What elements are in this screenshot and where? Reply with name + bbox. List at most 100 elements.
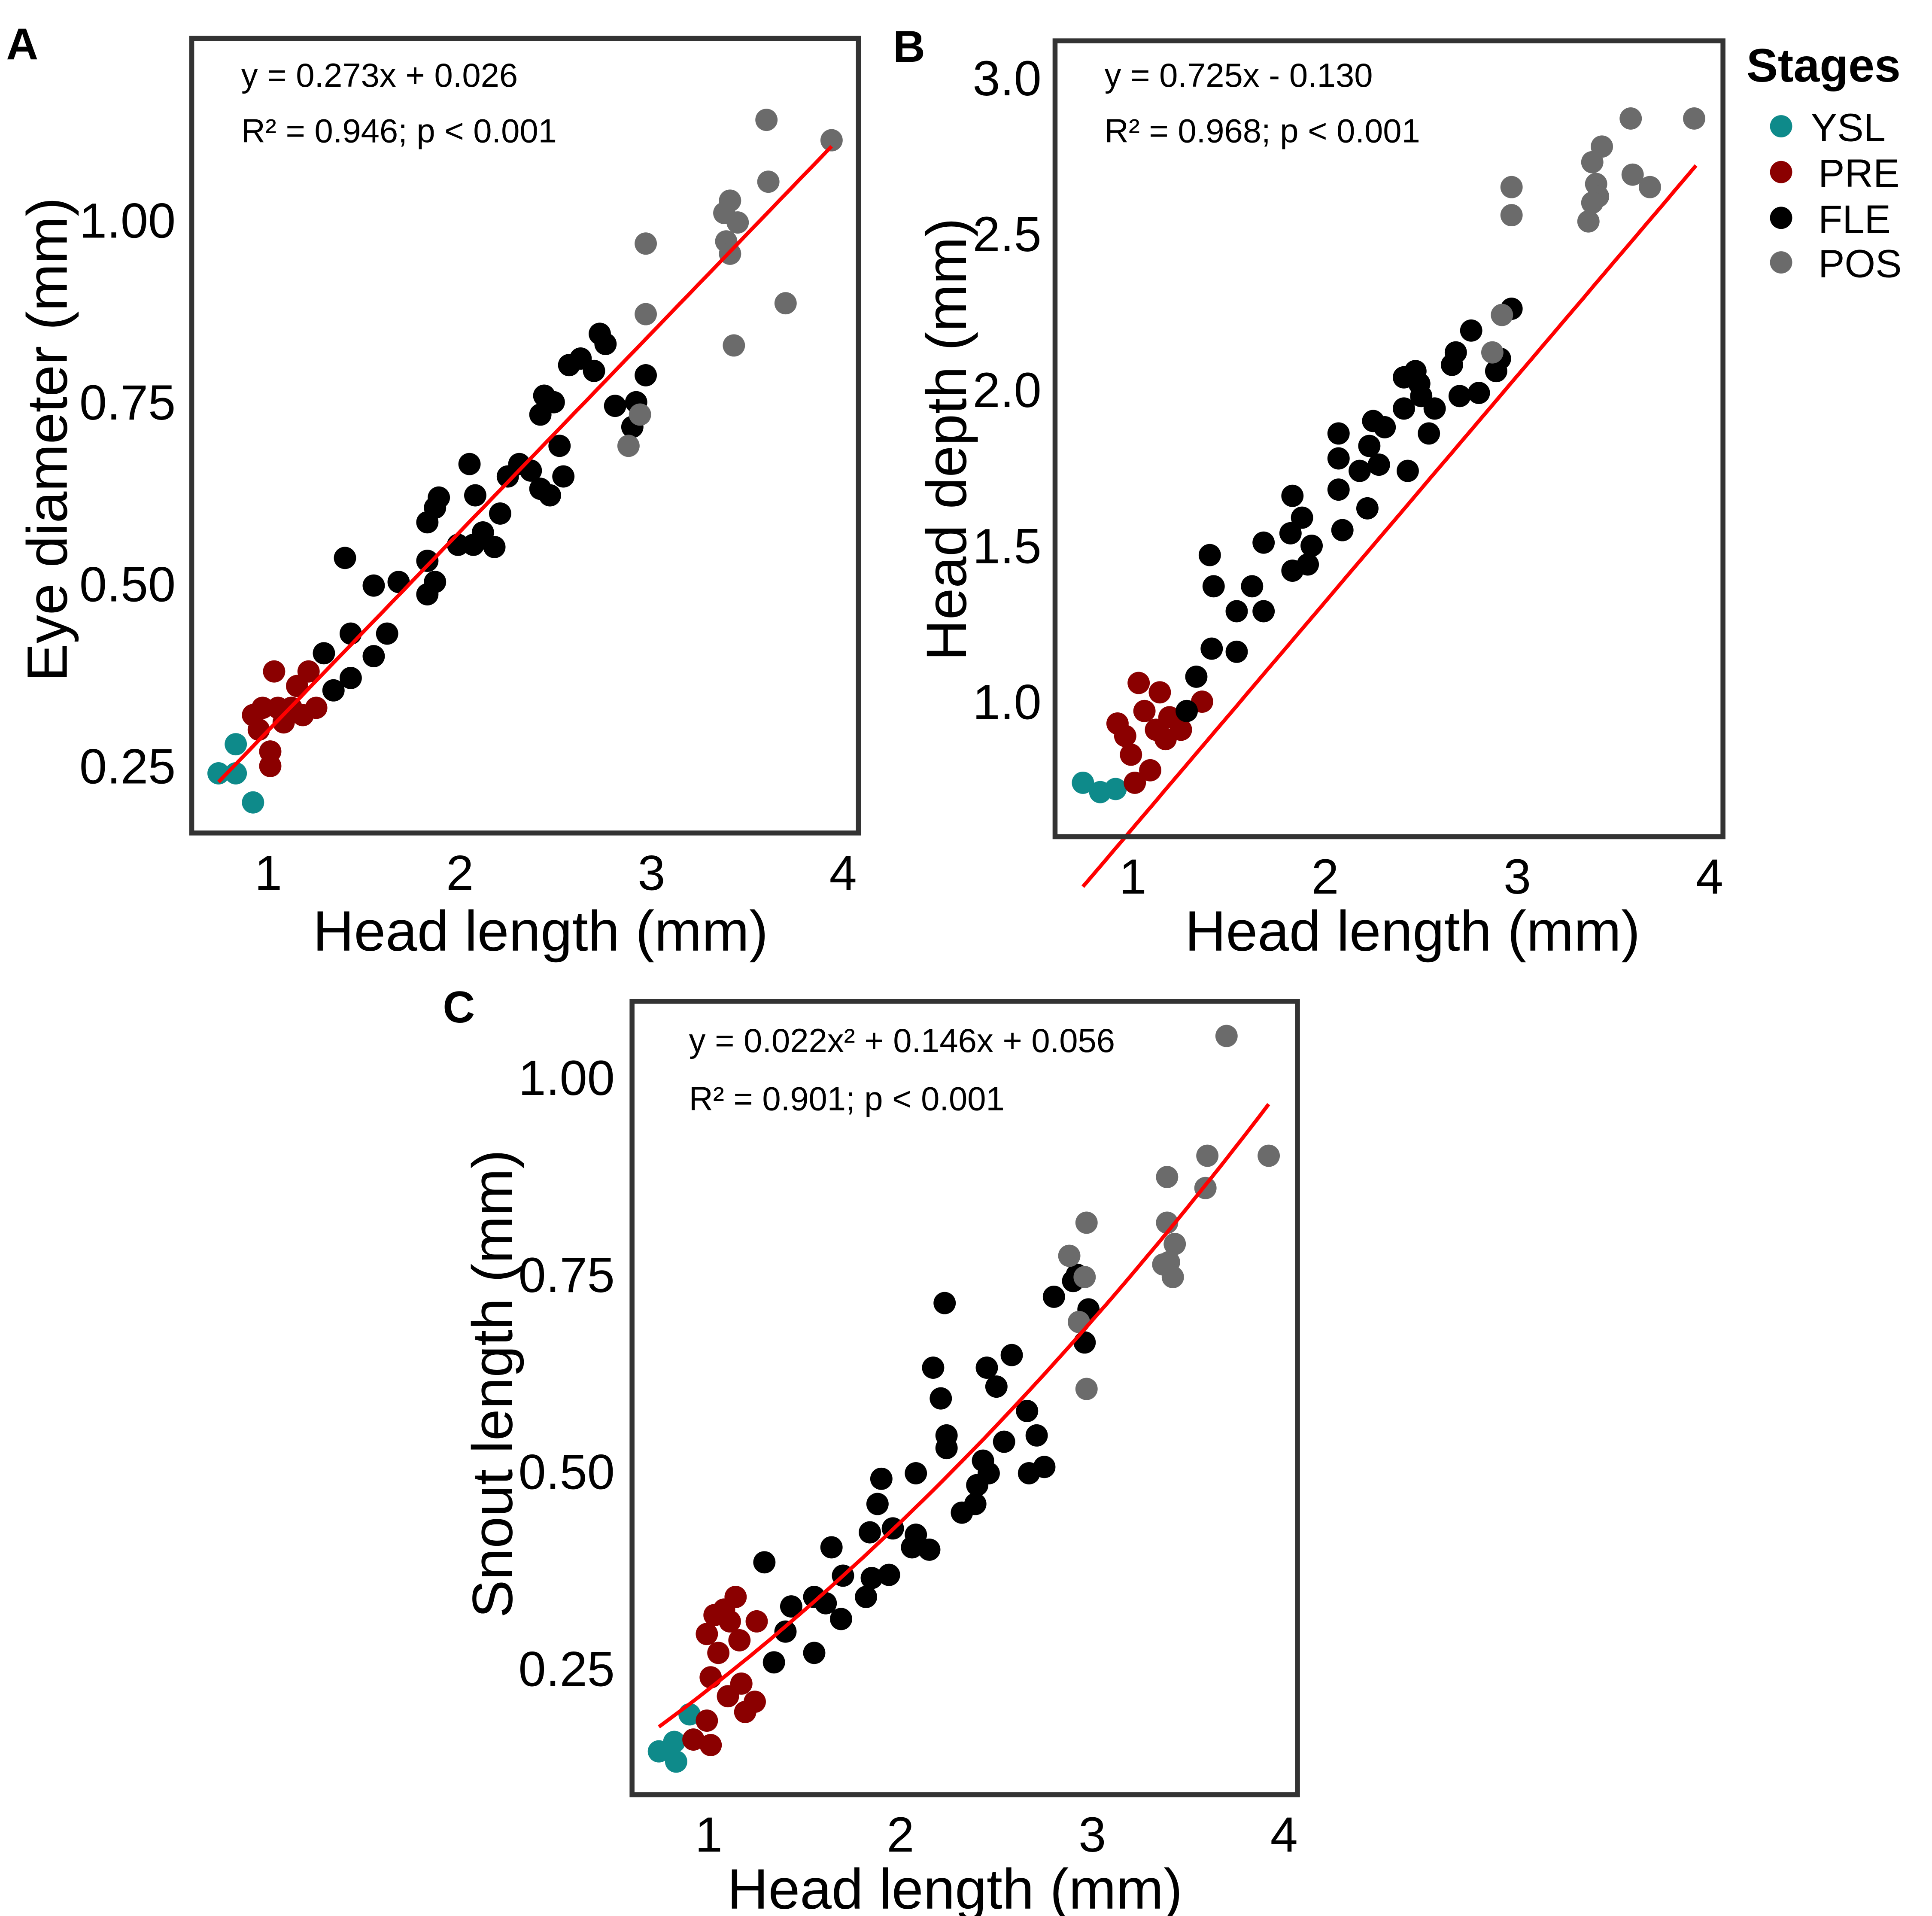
point-fle — [1327, 447, 1350, 470]
point-fle — [313, 642, 335, 665]
point-fle — [447, 533, 469, 556]
plot-frame — [629, 999, 1300, 1797]
point-fle — [964, 1493, 987, 1515]
panel-label: C — [443, 982, 475, 1032]
point-pre — [1139, 759, 1161, 782]
point-fle — [339, 622, 362, 645]
point-fle — [424, 571, 447, 593]
point-pos — [1491, 304, 1513, 326]
point-fle — [1367, 453, 1390, 476]
point-fle — [1252, 600, 1275, 623]
point-fle — [859, 1521, 881, 1544]
point-fle — [594, 333, 617, 356]
equation-annotation: y = 0.273x + 0.026 — [241, 57, 518, 94]
point-fle — [1025, 1424, 1048, 1447]
point-fle — [322, 679, 345, 702]
point-pre — [696, 1709, 718, 1732]
point-fle — [830, 1608, 852, 1630]
point-fle — [762, 1651, 785, 1674]
point-fle — [993, 1430, 1015, 1453]
point-fle — [985, 1375, 1008, 1398]
point-fle — [1000, 1344, 1023, 1366]
point-fle — [552, 465, 575, 488]
point-pre — [292, 704, 314, 727]
panel-label: B — [893, 21, 925, 71]
panel-label: A — [6, 19, 38, 69]
point-fle — [870, 1467, 893, 1490]
point-fle — [362, 574, 385, 597]
point-pre — [682, 1728, 705, 1751]
x-tick-label: 3 — [1504, 849, 1531, 904]
point-pre — [699, 1666, 722, 1689]
point-fle — [753, 1551, 776, 1574]
point-fle — [583, 359, 605, 382]
point-fle — [1349, 459, 1371, 482]
point-pos — [635, 303, 657, 325]
x-tick-label: 3 — [638, 845, 665, 900]
y-tick-label: 3.0 — [973, 51, 1042, 106]
point-fle — [930, 1387, 952, 1410]
point-fle — [935, 1437, 958, 1460]
point-fle — [860, 1567, 883, 1589]
x-tick-label: 4 — [1270, 1807, 1298, 1862]
point-fle — [878, 1563, 900, 1586]
point-pos — [635, 232, 657, 255]
x-axis-title: Head length (mm) — [727, 1858, 1182, 1916]
point-fle — [1252, 531, 1275, 554]
point-pre — [745, 1610, 768, 1633]
x-tick-label: 3 — [1078, 1807, 1106, 1862]
point-pos — [629, 403, 651, 426]
equation-annotation: y = 0.725x - 0.130 — [1105, 57, 1373, 94]
point-pre — [717, 1685, 739, 1708]
point-pre — [259, 740, 282, 763]
point-pre — [1120, 743, 1142, 766]
point-pre — [272, 711, 295, 734]
x-tick-label: 1 — [695, 1807, 723, 1862]
point-ysl — [242, 791, 264, 814]
point-fle — [1331, 519, 1354, 541]
point-pre — [724, 1586, 747, 1608]
y-tick-label: 0.25 — [519, 1642, 615, 1697]
legend-label-pos: POS — [1818, 242, 1902, 286]
point-pos — [757, 170, 780, 193]
point-pre — [696, 1623, 718, 1645]
point-fle — [1291, 506, 1313, 529]
point-fle — [1467, 382, 1490, 404]
point-pos — [1621, 163, 1644, 186]
point-pos — [1067, 1311, 1090, 1333]
point-fle — [339, 666, 362, 689]
point-fle — [1225, 600, 1248, 623]
y-tick-label: 2.0 — [973, 363, 1042, 418]
point-pos — [820, 129, 843, 152]
point-fle — [978, 1462, 1000, 1484]
point-fle — [1356, 497, 1379, 520]
legend-marker-pre — [1770, 161, 1792, 183]
equation-annotation: y = 0.022x² + 0.146x + 0.056 — [689, 1022, 1115, 1059]
point-fle — [1042, 1285, 1065, 1308]
y-tick-label: 0.75 — [519, 1248, 615, 1303]
x-tick-label: 2 — [887, 1807, 914, 1862]
point-fle — [975, 1356, 998, 1379]
legend-label-ysl: YSL — [1811, 106, 1886, 150]
point-fle — [780, 1595, 802, 1618]
x-tick-label: 1 — [255, 845, 282, 900]
point-fle — [1423, 397, 1446, 420]
x-tick-label: 2 — [446, 845, 474, 900]
point-fle — [1396, 459, 1419, 482]
point-fle — [774, 1620, 797, 1643]
point-fle — [1327, 422, 1350, 445]
panel-b: B 1 2 3 4 1.0 1.5 2.0 2.5 3.0 Head length (mm) Head… — [893, 21, 1725, 963]
y-tick-label: 2.5 — [973, 207, 1042, 262]
point-pre — [707, 1642, 730, 1664]
point-pre — [699, 1734, 722, 1756]
point-ysl — [1104, 778, 1127, 800]
y-tick-label: 0.75 — [79, 375, 176, 430]
point-pos — [1581, 192, 1604, 214]
point-pre — [1148, 681, 1171, 704]
point-fle — [464, 484, 486, 507]
point-pre — [719, 1610, 741, 1633]
point-pre — [1127, 672, 1150, 694]
point-ysl — [1072, 771, 1094, 794]
point-pos — [1258, 1144, 1280, 1167]
